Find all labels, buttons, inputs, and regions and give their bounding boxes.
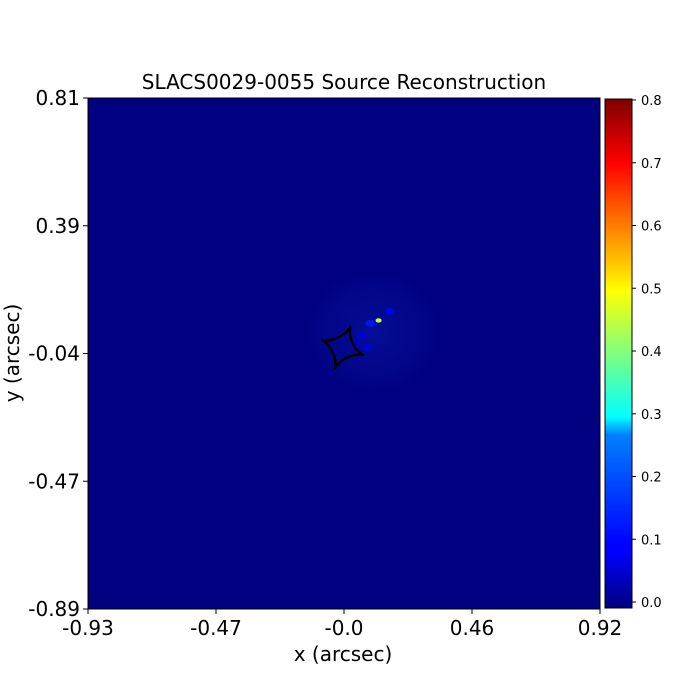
y-tick-label: 0.81 (35, 86, 80, 110)
colorbar-tick-label: 0.8 (641, 94, 662, 109)
colorbar-tick-label: 0.1 (641, 533, 662, 548)
source-halo (283, 252, 464, 413)
plot-area (88, 98, 600, 609)
x-tick-label: -0.47 (190, 616, 242, 640)
colorbar: 0.0 0.1 0.2 0.3 0.4 0.5 0.6 0.7 0.8 (604, 94, 662, 611)
x-tick-label: 0.92 (578, 616, 623, 640)
colorbar-tick-label: 0.0 (641, 596, 662, 611)
caustic-curve (320, 325, 365, 370)
y-tick-label: 0.39 (35, 214, 80, 238)
x-tick-label: -0.93 (62, 616, 114, 640)
colorbar-tick-label: 0.3 (641, 408, 662, 423)
x-tick-label: -0.0 (324, 616, 363, 640)
colorbar-tick-label: 0.4 (641, 345, 662, 360)
y-axis-label: y (arcsec) (0, 304, 24, 403)
source-feature (357, 331, 367, 339)
colorbar-tick-label: 0.6 (641, 220, 662, 235)
source-feature (375, 318, 382, 323)
source-feature (362, 343, 373, 351)
y-tick-label: -0.04 (28, 342, 80, 366)
colorbar-tick-label: 0.2 (641, 471, 662, 486)
y-tick-label: -0.89 (28, 597, 80, 621)
chart-title: SLACS0029-0055 Source Reconstruction (142, 70, 546, 94)
colorbar-tick-label: 0.5 (641, 282, 662, 297)
colorbar-tick-label: 0.7 (641, 157, 662, 172)
source-feature (365, 319, 376, 327)
y-axis: 0.81 0.39 -0.04 -0.47 -0.89 (28, 86, 88, 621)
source-feature (384, 307, 395, 315)
colorbar-gradient (604, 98, 633, 609)
x-tick-label: 0.46 (450, 616, 495, 640)
x-axis-label: x (arcsec) (294, 642, 393, 666)
x-axis: -0.93 -0.47 -0.0 0.46 0.92 (62, 609, 622, 640)
y-tick-label: -0.47 (28, 469, 80, 493)
